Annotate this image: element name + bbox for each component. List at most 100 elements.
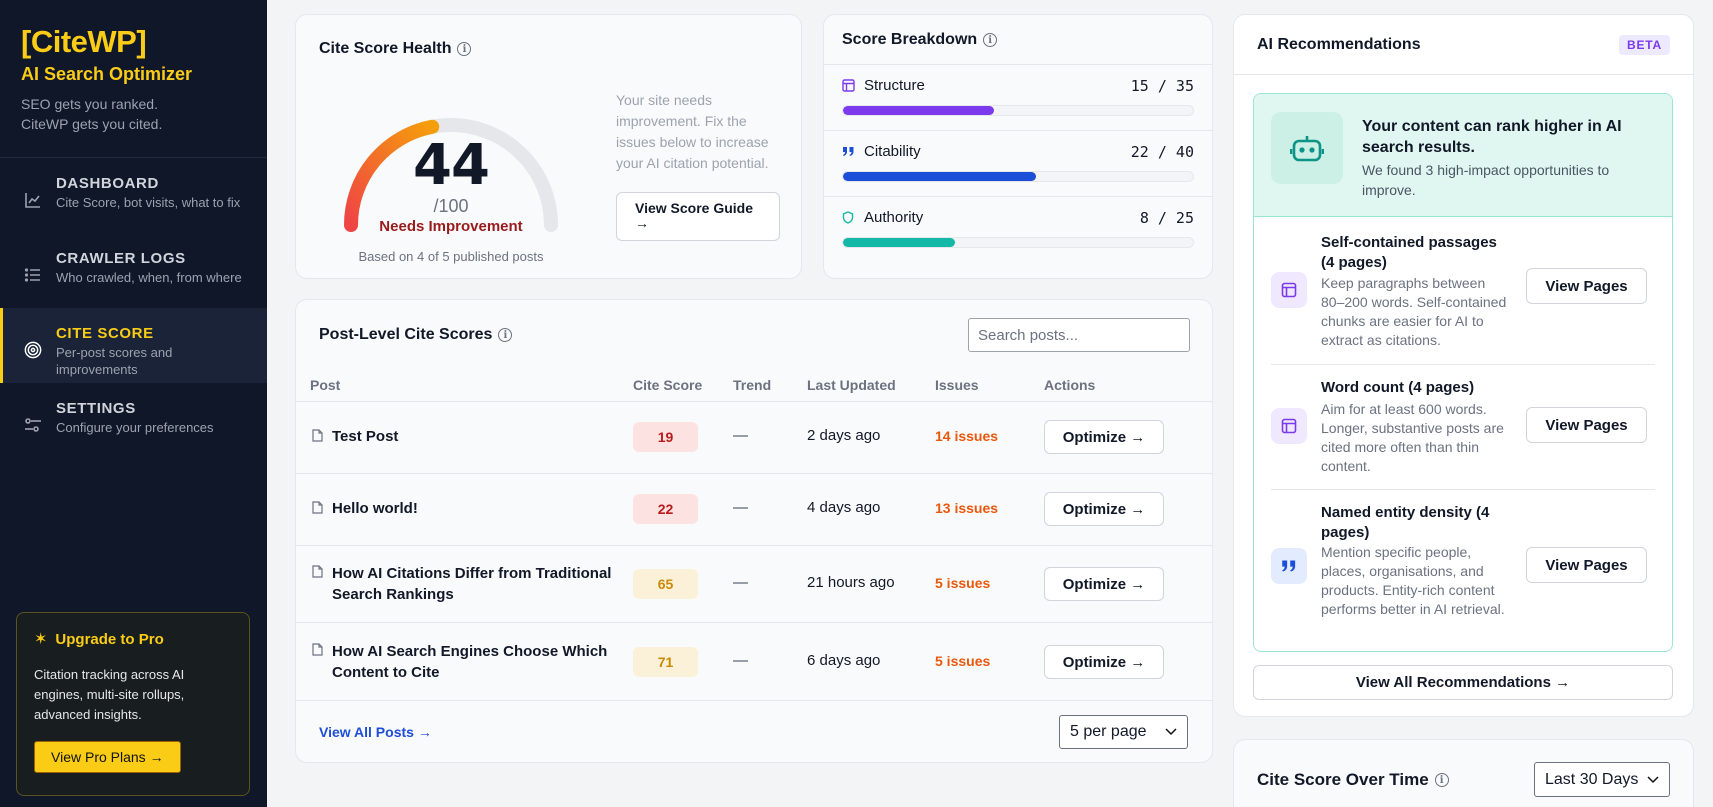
view-pro-plans-button[interactable]: View Pro Plans → <box>34 741 181 773</box>
table-row[interactable]: How AI Citations Differ from Traditional… <box>296 546 1212 623</box>
view-pages-button[interactable]: View Pages <box>1526 407 1647 443</box>
trend-value: — <box>733 499 748 516</box>
nav-title: CRAWLER LOGS <box>56 250 186 267</box>
recommendation-title: Word count (4 pages) <box>1321 379 1475 396</box>
sidebar: [CiteWP] AI Search Optimizer SEO gets yo… <box>0 0 267 807</box>
post-title[interactable]: How AI Citations Differ from Traditional… <box>332 565 612 603</box>
optimize-button[interactable]: Optimize → <box>1044 645 1164 679</box>
recommendation-item: Word count (4 pages) Aim for at least 60… <box>1271 365 1655 490</box>
date-range-select[interactable]: Last 30 Days <box>1534 762 1670 797</box>
column-header-post: Post <box>310 377 341 393</box>
quote-icon <box>1271 548 1307 584</box>
info-icon[interactable]: i <box>983 33 998 47</box>
document-icon <box>312 501 323 514</box>
recommendation-desc: Aim for at least 600 words. Longer, subs… <box>1321 401 1504 474</box>
posts-title: Post-Level Cite Scores <box>319 326 493 343</box>
issues-count[interactable]: 5 issues <box>935 653 991 669</box>
nav-desc: Cite Score, bot visits, what to fix <box>56 195 241 210</box>
ai-hero: Your content can rank higher in AI searc… <box>1254 94 1672 217</box>
beta-badge: BETA <box>1619 35 1670 55</box>
document-icon <box>312 565 323 578</box>
issues-count[interactable]: 14 issues <box>935 428 999 444</box>
post-title[interactable]: Hello world! <box>332 500 418 517</box>
optimize-button[interactable]: Optimize → <box>1044 567 1164 601</box>
view-all-recommendations-button[interactable]: View All Recommendations → <box>1253 665 1673 700</box>
nav-item-dashboard[interactable]: DASHBOARD Cite Score, bot visits, what t… <box>0 158 267 233</box>
issues-count[interactable]: 5 issues <box>935 575 991 591</box>
breakdown-label: Structure <box>842 77 925 94</box>
card-title: Cite Score Over Time i <box>1257 770 1449 790</box>
table-row[interactable]: How AI Search Engines Choose Which Conte… <box>296 623 1212 701</box>
info-icon[interactable]: i <box>457 42 472 56</box>
post-level-scores-card: Post-Level Cite Scores i Post Cite Score… <box>295 299 1213 763</box>
breakdown-value: 8 / 25 <box>1139 209 1194 227</box>
view-pages-button[interactable]: View Pages <box>1526 268 1647 304</box>
breakdown-row-structure: Structure 15 / 35 <box>824 64 1212 130</box>
subtitle-line: CiteWP gets you cited. <box>21 116 163 132</box>
recommendation-desc: Mention specific people, places, organis… <box>1321 544 1505 617</box>
layout-icon <box>1271 408 1307 444</box>
breakdown-label-text: Structure <box>864 77 925 94</box>
nav-item-settings[interactable]: SETTINGS Configure your preferences <box>0 383 267 458</box>
nav-desc: Per-post scores and improvements <box>56 345 173 377</box>
info-icon[interactable]: i <box>498 328 513 342</box>
view-score-guide-button[interactable]: View Score Guide → <box>616 192 780 241</box>
score-denominator: /100 <box>433 196 469 216</box>
hero-title: Your content can rank higher in AI searc… <box>1362 118 1622 156</box>
optimize-button[interactable]: Optimize → <box>1044 492 1164 526</box>
search-posts-input[interactable] <box>968 318 1190 352</box>
quote-icon <box>842 145 855 158</box>
post-title[interactable]: How AI Search Engines Choose Which Conte… <box>332 643 608 681</box>
document-icon <box>312 429 323 442</box>
target-icon <box>24 341 42 359</box>
layout-icon <box>842 79 855 92</box>
breakdown-label-text: Authority <box>864 209 924 226</box>
view-pages-button[interactable]: View Pages <box>1526 547 1647 583</box>
ai-title: AI Recommendations <box>1257 36 1421 53</box>
progress-fill <box>843 238 955 247</box>
hero-subtitle: We found 3 high-impact opportunities to … <box>1362 162 1610 198</box>
nav-item-crawler-logs[interactable]: CRAWLER LOGS Who crawled, when, from whe… <box>0 233 267 308</box>
table-row[interactable]: Hello world! 22 — 4 days ago 13 issues O… <box>296 474 1212 546</box>
card-title: Post-Level Cite Scores i <box>319 326 513 344</box>
nav-item-cite-score[interactable]: CITE SCORE Per-post scores and improveme… <box>0 308 267 383</box>
recommendation-item: Self-contained passages (4 pages) Keep p… <box>1271 217 1655 365</box>
view-all-posts-link[interactable]: View All Posts → <box>319 724 432 740</box>
per-page-select[interactable]: 5 per page <box>1059 715 1188 749</box>
brand-subtitle: SEO gets you ranked. CiteWP gets you cit… <box>21 94 246 134</box>
post-title[interactable]: Test Post <box>332 428 399 445</box>
column-header-issues: Issues <box>935 377 979 393</box>
recommendation-title: Named entity density (4 pages) <box>1321 504 1490 541</box>
breakdown-label: Authority <box>842 209 923 226</box>
progress-track <box>842 171 1194 182</box>
issues-count[interactable]: 13 issues <box>935 500 999 516</box>
table-row[interactable]: Test Post 19 — 2 days ago 14 issues Opti… <box>296 402 1212 474</box>
score-gauge <box>344 118 558 232</box>
recommendation-title: Self-contained passages (4 pages) <box>1321 234 1497 271</box>
upgrade-header: ✶ Upgrade to Pro <box>34 629 232 649</box>
score-badge: 71 <box>633 647 698 677</box>
column-header-trend: Trend <box>733 377 772 393</box>
brand: [CiteWP] AI Search Optimizer SEO gets yo… <box>0 0 267 134</box>
upgrade-text: Citation tracking across AI engines, mul… <box>34 667 185 722</box>
progress-fill <box>843 172 1036 181</box>
nav-title: DASHBOARD <box>56 175 159 192</box>
column-header-last-updated: Last Updated <box>807 377 896 393</box>
upgrade-title: Upgrade to Pro <box>55 630 164 648</box>
chevron-down-icon <box>1165 728 1177 736</box>
breakdown-value: 22 / 40 <box>1130 143 1194 161</box>
score-badge: 22 <box>633 494 698 524</box>
trend-value: — <box>733 427 748 444</box>
progress-fill <box>843 106 994 115</box>
info-icon[interactable]: i <box>1434 773 1449 787</box>
optimize-button[interactable]: Optimize → <box>1044 420 1164 454</box>
breakdown-title: Score Breakdown <box>842 31 978 48</box>
card-title: Cite Score Health i <box>319 40 472 58</box>
ai-recommendations-card: AI Recommendations BETA Your content can… <box>1233 14 1694 717</box>
last-updated: 4 days ago <box>807 499 881 516</box>
recommendation-item: Named entity density (4 pages) Mention s… <box>1271 490 1655 638</box>
logo[interactable]: [CiteWP] <box>21 24 147 59</box>
cite-score-health-card: Cite Score Health i 44 /100 Needs Improv… <box>295 14 802 279</box>
breakdown-label: Citability <box>842 143 921 160</box>
sliders-icon <box>24 416 42 434</box>
